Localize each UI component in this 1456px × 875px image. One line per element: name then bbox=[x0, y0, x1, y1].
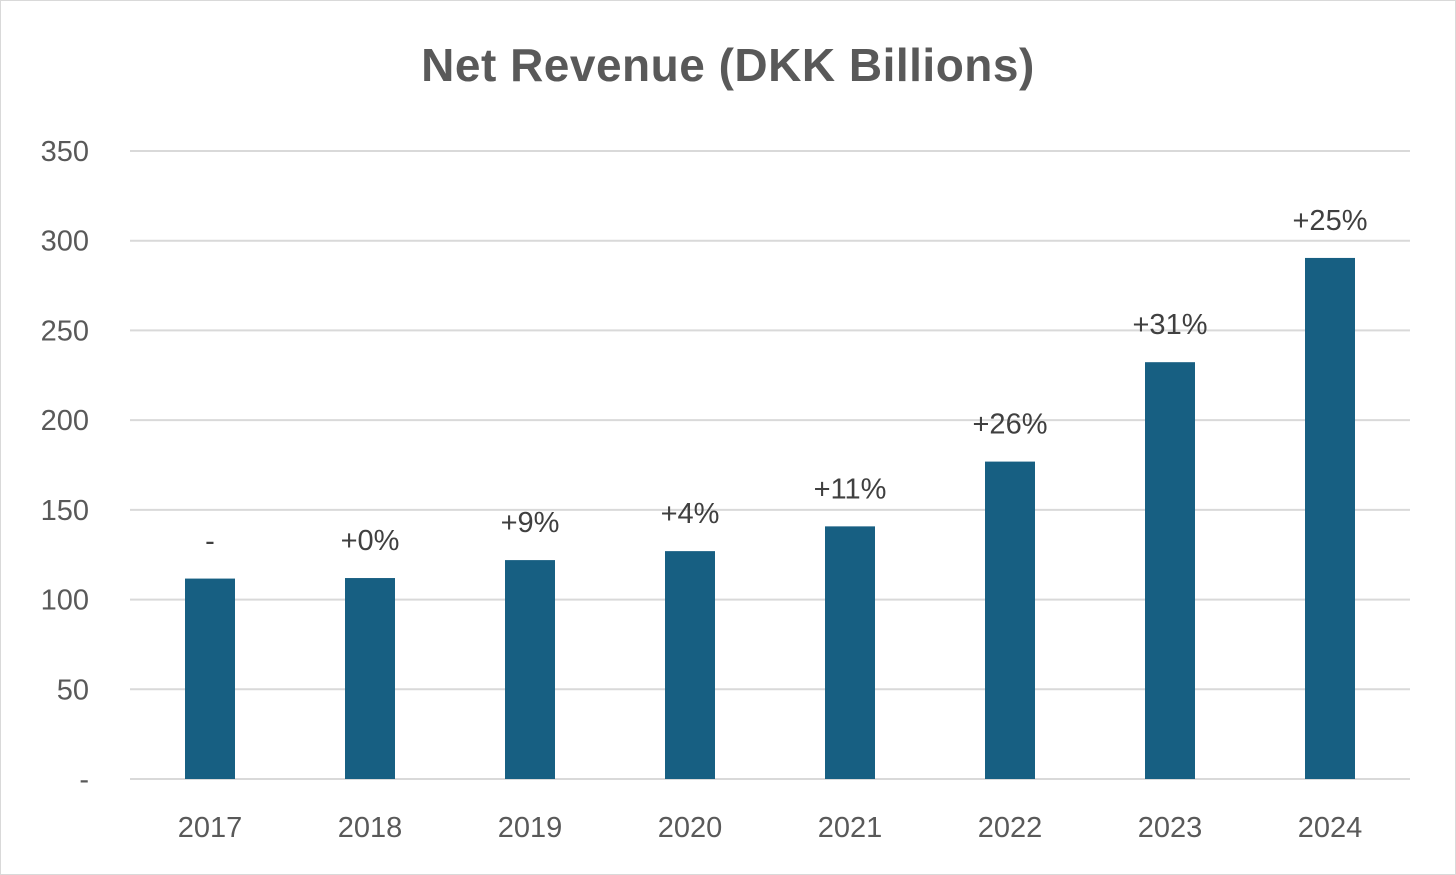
data-labels: - +0% +9% +4% +11% +26% +31% +25% bbox=[205, 205, 1367, 558]
data-label: +31% bbox=[1133, 309, 1208, 341]
y-tick-label: 150 bbox=[41, 495, 89, 527]
data-label: +11% bbox=[814, 473, 887, 505]
bar bbox=[1145, 362, 1195, 779]
bars bbox=[185, 257, 1355, 779]
bar bbox=[1305, 257, 1355, 779]
y-tick-label: - bbox=[79, 764, 89, 796]
bar bbox=[345, 578, 395, 779]
data-label: +25% bbox=[1293, 205, 1368, 237]
y-tick-label: 200 bbox=[41, 405, 89, 437]
x-tick-label: 2024 bbox=[1298, 812, 1363, 844]
data-label: +26% bbox=[973, 409, 1048, 441]
y-axis-ticks: - 50 100 150 200 250 300 350 bbox=[41, 136, 89, 796]
x-tick-label: 2019 bbox=[498, 812, 563, 844]
x-tick-label: 2020 bbox=[658, 812, 723, 844]
y-tick-label: 50 bbox=[57, 674, 89, 706]
data-label: +0% bbox=[341, 525, 400, 557]
gridlines bbox=[130, 150, 1410, 780]
bar bbox=[185, 578, 235, 779]
bar bbox=[985, 461, 1035, 779]
bar bbox=[825, 526, 875, 779]
x-tick-label: 2021 bbox=[818, 812, 883, 844]
y-tick-label: 250 bbox=[41, 315, 89, 347]
x-tick-label: 2023 bbox=[1138, 812, 1203, 844]
y-tick-label: 100 bbox=[41, 585, 89, 617]
bar bbox=[665, 551, 715, 779]
data-label: - bbox=[205, 526, 215, 558]
x-tick-label: 2018 bbox=[338, 812, 403, 844]
chart-title: Net Revenue (DKK Billions) bbox=[421, 39, 1035, 91]
y-tick-label: 350 bbox=[41, 136, 89, 168]
x-tick-label: 2022 bbox=[978, 812, 1043, 844]
x-tick-label: 2017 bbox=[178, 812, 243, 844]
data-label: +4% bbox=[661, 498, 720, 530]
bar bbox=[505, 560, 555, 779]
x-axis-ticks: 2017 2018 2019 2020 2021 2022 2023 2024 bbox=[178, 812, 1363, 844]
data-label: +9% bbox=[501, 507, 560, 539]
y-tick-label: 300 bbox=[41, 226, 89, 258]
